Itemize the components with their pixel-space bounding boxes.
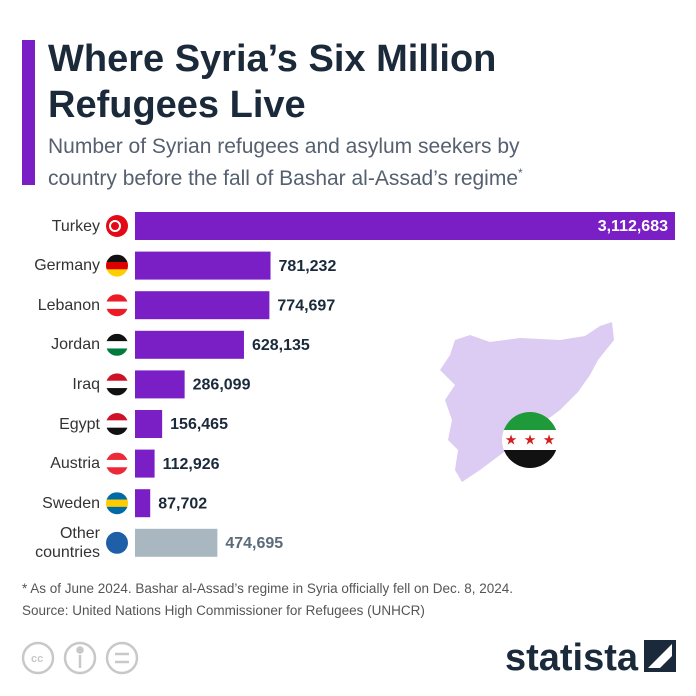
category-label: Germany [34,257,100,275]
bar [135,528,218,557]
flag [106,254,128,277]
flag-stripe [106,341,128,349]
flag-stripe [106,531,128,554]
flag-stripes [106,452,128,475]
flag [106,373,128,396]
category-label: Iraq [72,375,100,393]
flag-stripe [106,452,128,461]
accent-bar [22,40,35,185]
flag-stripe [106,373,128,382]
license-icons [21,641,139,675]
flag-stripes [106,333,128,356]
value-label: 474,695 [225,535,283,552]
flag-stripe [106,261,128,270]
flag-stripes [106,531,128,554]
flag-stripe [106,215,128,237]
value-label: 286,099 [193,377,251,394]
flag-stripe [106,294,128,303]
subtitle-text: Number of Syrian refugees and asylum see… [48,135,520,190]
syria-map [440,322,614,482]
chart-subtitle: Number of Syrian refugees and asylum see… [48,133,568,192]
bar [135,489,151,518]
flag-stripes [106,254,128,277]
flag [106,492,128,515]
value-label: 628,135 [252,337,310,354]
flag [106,531,128,554]
footnote: * As of June 2024. Bashar al-Assad’s reg… [22,581,514,596]
flag-stripe [106,348,128,356]
flag [106,215,128,237]
flag-stripe [106,388,128,396]
svg-text:★: ★ [524,432,537,448]
bar [135,330,244,359]
value-label: 774,697 [277,297,335,314]
flag-stripes [106,492,128,515]
source: Source: United Nations High Commissioner… [22,603,425,618]
flag [106,333,128,356]
chart-title: Where Syria’s Six Million Refugees Live [48,38,497,126]
flag [106,452,128,475]
svg-text:★: ★ [505,432,518,448]
flag-stripe [106,301,128,310]
category-label: Lebanon [37,296,100,314]
bar [135,370,185,399]
value-label: 112,926 [163,456,220,473]
flag-stripe [106,254,128,263]
flag-stripe [106,427,128,435]
value-label: 87,702 [158,495,207,512]
category-label: Sweden [42,494,100,512]
subtitle-marker: * [518,166,523,180]
brand: statista [505,637,639,679]
syria-flag: ★ ★ ★ [502,412,558,468]
svg-text:★: ★ [543,432,556,448]
category-label: Egypt [59,415,100,433]
value-label: 781,232 [279,258,337,275]
bar [135,212,675,240]
flag [106,413,128,435]
flag-stripe [106,420,128,429]
flag-stripe [106,499,128,508]
flag-stripe [106,380,128,389]
value-label: 156,465 [170,416,228,433]
category-label: Other countries [35,524,100,561]
flag-stripes [106,413,128,435]
flag-stripe [106,459,128,468]
flag-crescent [109,220,121,232]
flag [106,294,128,317]
bar [135,410,163,438]
bar [135,291,270,320]
category-label: Turkey [51,217,100,235]
bar [135,449,155,478]
category-label: Jordan [51,336,100,354]
flag-stripe [106,333,128,342]
brand-logo [644,640,676,672]
flag-stripes [106,373,128,396]
flag-stripe [106,492,128,501]
cc-icon: cc [31,653,43,665]
flag-stripe [106,506,128,515]
category-label: Austria [50,455,100,473]
value-label: 3,112,683 [598,218,668,235]
bar [135,251,271,280]
flag-stripes [106,294,128,317]
flag-stripe [106,413,128,421]
flag-stripe [106,308,128,317]
flag-stripe [106,269,128,277]
flag-stripes [106,215,128,237]
flag-stripe [106,467,128,475]
